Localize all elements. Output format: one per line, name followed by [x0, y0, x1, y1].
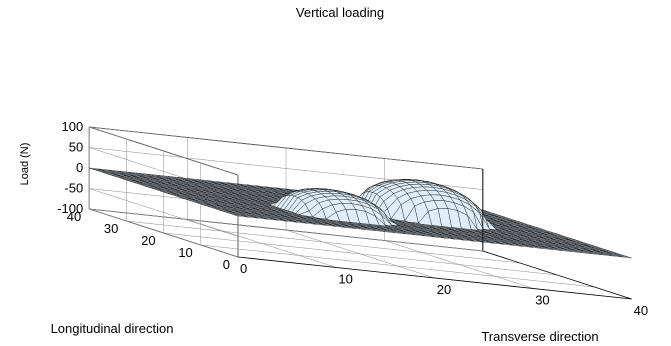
x-axis-label: Transverse direction: [481, 329, 598, 344]
x-tick-label: 10: [338, 272, 352, 287]
axis-edge: [482, 250, 632, 300]
gridline: [89, 188, 239, 237]
z-tick-label: 50: [69, 140, 83, 155]
y-tick-label: 10: [178, 245, 192, 260]
gridline: [200, 244, 595, 288]
gridline: [163, 232, 558, 276]
y-tick-label: 40: [67, 209, 81, 224]
z-tick-label: -100: [57, 201, 83, 216]
axes-box-front: [237, 169, 632, 300]
x-tick-label: 40: [634, 303, 648, 318]
y-tick-label: 20: [141, 233, 155, 248]
surface-patch: [617, 255, 632, 259]
z-tick-label: 0: [76, 160, 83, 175]
gridline: [126, 220, 521, 264]
chart-title: Vertical loading: [296, 5, 384, 20]
axis-edge: [237, 256, 632, 300]
x-tick-label: 20: [437, 282, 451, 297]
gridline: [89, 208, 483, 252]
gridline: [89, 126, 239, 176]
axis-labels: Vertical loading Transverse direction Lo…: [19, 5, 599, 344]
y-tick-label: 30: [104, 221, 118, 236]
y-tick-label: 0: [223, 257, 230, 272]
z-tick-label: -50: [64, 181, 83, 196]
x-tick-label: 30: [535, 293, 549, 308]
surface-mesh: [89, 167, 632, 259]
x-tick-label: 0: [240, 261, 247, 276]
y-axis-label: Longitudinal direction: [51, 321, 174, 336]
z-tick-label: 100: [61, 119, 83, 134]
axis-ticks: -100 -50 0 50 100 0 10 20 30 40 0 10 20 30 40: [57, 119, 648, 318]
gridline: [89, 126, 483, 170]
z-axis-label: Load (N): [19, 143, 31, 186]
